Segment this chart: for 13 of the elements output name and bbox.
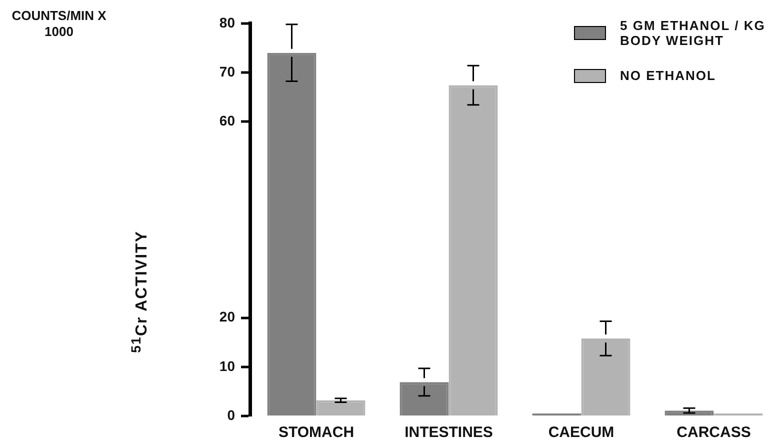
y-tick-label: 80 xyxy=(219,14,236,30)
y-tick-label: 60 xyxy=(219,112,236,128)
text: COUNTS/MIN X 1000 xyxy=(10,8,108,40)
y-tick-label: 10 xyxy=(219,358,236,374)
y-tick-label: 70 xyxy=(219,63,236,80)
x-tick-label: STOMACH xyxy=(278,424,354,442)
y-tick-label: 20 xyxy=(219,308,236,325)
x-tick-label: CAECUM xyxy=(548,424,614,442)
legend-label: NO ETHANOL xyxy=(620,68,717,83)
x-tick-label: INTESTINES xyxy=(404,424,493,442)
y-tick-label: 0 xyxy=(227,406,236,423)
x-tick-label: CARCASS xyxy=(676,424,751,442)
legend-label: 5 GM ETHANOL / KG BODY WEIGHT xyxy=(620,18,766,48)
